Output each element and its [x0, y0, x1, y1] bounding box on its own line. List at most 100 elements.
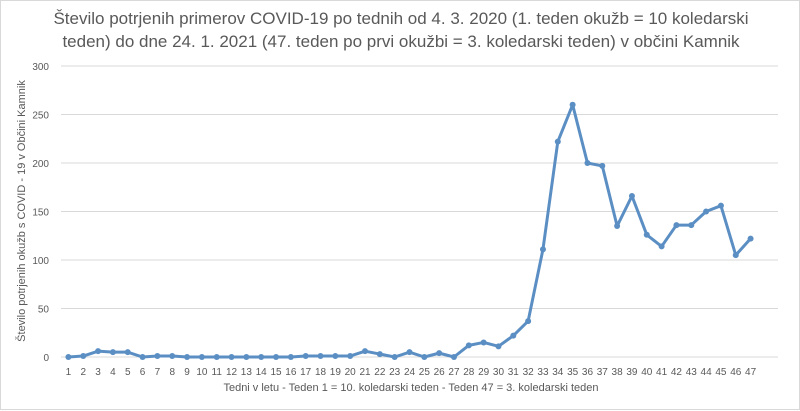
x-tick-label: 28 [463, 367, 475, 378]
data-point [213, 354, 220, 360]
data-point [658, 243, 665, 250]
x-tick-label: 18 [315, 367, 327, 378]
data-point [347, 353, 354, 360]
x-tick-label: 30 [493, 367, 505, 378]
y-tick-label: 300 [32, 62, 49, 73]
data-point [109, 349, 116, 356]
x-tick-label: 23 [389, 367, 401, 378]
data-point [673, 222, 680, 229]
x-tick-label: 11 [212, 367, 223, 378]
x-tick-label: 16 [285, 367, 297, 378]
x-tick-label: 12 [226, 367, 238, 378]
data-point [510, 332, 517, 339]
x-axis-label: Tedni v letu - Teden 1 = 10. koledarski … [223, 382, 598, 394]
x-tick-label: 35 [567, 367, 579, 378]
x-tick-label: 20 [345, 367, 357, 378]
data-point [184, 354, 191, 360]
data-point [391, 354, 398, 360]
data-point [480, 339, 487, 346]
x-tick-label: 37 [597, 367, 609, 378]
x-tick-label: 27 [448, 367, 460, 378]
y-tick-label: 100 [32, 256, 49, 267]
data-point [717, 202, 724, 209]
y-tick-label: 250 [32, 111, 49, 122]
y-tick-label: 150 [32, 208, 49, 219]
x-tick-label: 22 [374, 367, 386, 378]
x-tick-label: 3 [95, 367, 101, 378]
data-point [243, 354, 250, 360]
data-point [628, 192, 635, 199]
x-tick-label: 24 [404, 367, 416, 378]
x-tick-label: 46 [730, 367, 742, 378]
chart-title: Število potrjenih primerov COVID-19 po t… [1, 7, 800, 53]
x-tick-label: 4 [110, 367, 116, 378]
data-point [465, 342, 472, 349]
data-point [273, 354, 280, 360]
data-point [95, 348, 102, 355]
x-tick-label: 2 [80, 367, 86, 378]
data-point [124, 349, 131, 356]
data-point [614, 223, 621, 230]
x-tick-label: 47 [745, 367, 757, 378]
data-point [643, 231, 650, 238]
x-tick-label: 38 [612, 367, 624, 378]
data-point [539, 246, 546, 253]
data-point [169, 353, 176, 360]
x-tick-label: 32 [523, 367, 535, 378]
x-tick-label: 45 [715, 367, 727, 378]
x-tick-label: 17 [300, 367, 312, 378]
x-tick-label: 40 [641, 367, 653, 378]
series-line [68, 103, 752, 359]
x-tick-label: 44 [701, 367, 713, 378]
data-point [450, 354, 457, 360]
x-tick-label: 42 [671, 367, 683, 378]
data-point [198, 354, 205, 360]
data-point [732, 252, 739, 259]
data-point [406, 349, 413, 356]
x-tick-label: 6 [140, 367, 146, 378]
data-point [287, 354, 294, 360]
x-tick-label: 19 [330, 367, 342, 378]
x-tick-label: 13 [241, 367, 253, 378]
y-axis-label: Število potrjenih okužb s COVID - 19 v O… [15, 80, 28, 342]
x-tick-label: 31 [508, 367, 520, 378]
x-tick-label: 9 [184, 367, 190, 378]
data-point [317, 353, 324, 360]
data-point [436, 350, 443, 357]
x-tick-label: 36 [582, 367, 594, 378]
data-point [376, 351, 383, 358]
data-point [228, 354, 235, 360]
data-point [65, 354, 72, 360]
data-point [258, 354, 265, 360]
x-tick-label: 1 [66, 367, 72, 378]
data-point [747, 235, 754, 242]
y-tick-label: 0 [43, 353, 49, 364]
y-tick-label: 50 [38, 305, 50, 316]
x-tick-label: 14 [256, 367, 268, 378]
y-tick-label: 200 [32, 159, 49, 170]
x-tick-label: 8 [169, 367, 175, 378]
x-tick-label: 21 [359, 367, 371, 378]
x-tick-label: 25 [419, 367, 431, 378]
x-tick-label: 26 [434, 367, 446, 378]
x-tick-label: 33 [537, 367, 549, 378]
x-tick-label: 10 [196, 367, 208, 378]
data-point [688, 222, 695, 229]
data-point [703, 208, 710, 215]
x-tick-label: 15 [270, 367, 282, 378]
data-point [154, 353, 161, 360]
x-tick-label: 41 [656, 367, 668, 378]
data-point [584, 160, 591, 166]
x-tick-label: 39 [626, 367, 638, 378]
data-point [332, 353, 339, 360]
x-tick-label: 34 [552, 367, 564, 378]
data-point [525, 318, 532, 325]
data-point [362, 348, 369, 355]
x-tick-label: 5 [125, 367, 131, 378]
x-tick-label: 43 [686, 367, 698, 378]
data-point [599, 162, 606, 169]
x-tick-label: 7 [155, 367, 161, 378]
data-point [554, 138, 561, 145]
chart-title-line-2: teden) do dne 24. 1. 2021 (47. teden po … [62, 32, 740, 51]
